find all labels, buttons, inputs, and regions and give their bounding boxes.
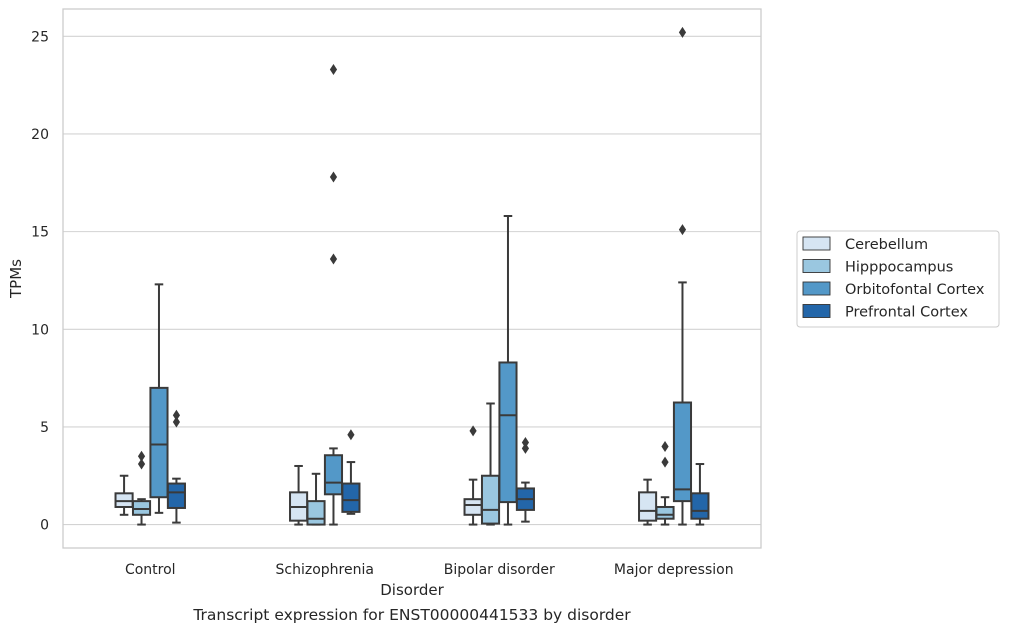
outlier-point [172, 416, 181, 428]
box-cerebellum [463, 425, 483, 526]
box-prefrontal-cortex [341, 429, 361, 515]
outlier-point [329, 253, 338, 265]
outlier-point [521, 442, 530, 454]
legend-swatch [802, 281, 831, 296]
box-cerebellum [638, 478, 658, 526]
x-tick-label: Bipolar disorder [444, 562, 555, 578]
legend-label: Orbitofontal Cortex [845, 282, 985, 298]
box-body [638, 491, 658, 522]
legend-swatch [802, 259, 831, 273]
box-orbitofontal-cortex [323, 64, 344, 526]
outlier-point [329, 64, 338, 76]
legend-swatch [802, 304, 831, 318]
box-body [480, 474, 501, 525]
box-cerebellum [289, 464, 309, 526]
box-body [166, 482, 186, 509]
box-prefrontal-cortex [690, 463, 710, 526]
legend-label: Hipppocampus [845, 260, 953, 276]
y-tick-label: 5 [40, 420, 49, 436]
outlier-point [521, 437, 530, 449]
outlier-point [661, 440, 669, 452]
outlier-point [678, 224, 687, 236]
outlier-point [678, 26, 687, 38]
box-prefrontal-cortex [166, 409, 186, 524]
box-hipppocampus [655, 440, 675, 526]
y-tick-label: 15 [31, 225, 49, 241]
box-hipppocampus [131, 450, 152, 526]
legend-frame [796, 230, 1000, 328]
box-body [463, 498, 483, 516]
outlier-point [137, 458, 146, 470]
box-groups [114, 26, 710, 526]
box-hipppocampus [306, 472, 326, 526]
box-body [672, 401, 693, 503]
x-axis-label: Disorder [380, 581, 444, 599]
y-axis-label: TPMs [7, 259, 25, 299]
x-tick-label: Major depression [614, 562, 734, 578]
y-tick-label: 10 [31, 322, 49, 338]
box-body [323, 454, 344, 496]
box-prefrontal-cortex [515, 437, 535, 523]
x-tick-labels: Control Schizophrenia Bipolar disorder Majo… [125, 562, 734, 578]
box-orbitofontal-cortex [498, 215, 518, 526]
figure-caption: Transcript expression for ENST0000044153… [193, 606, 631, 624]
outlier-point [172, 409, 181, 421]
box-body [655, 505, 675, 520]
legend-label: Cerebellum [845, 237, 928, 253]
x-tick-label: Control [125, 562, 176, 578]
box-hipppocampus [480, 402, 501, 526]
x-tick-label: Schizophrenia [276, 562, 374, 578]
box-orbitofontal-cortex [672, 26, 693, 526]
outlier-point [661, 456, 669, 468]
box-body [690, 492, 710, 520]
y-tick-label: 20 [31, 127, 49, 143]
legend-swatch [802, 236, 831, 251]
box-cerebellum [114, 474, 134, 516]
box-orbitofontal-cortex [149, 283, 169, 514]
plot-frame [62, 8, 762, 549]
outlier-point [137, 450, 146, 462]
y-tick-label: 0 [40, 518, 49, 534]
box-body [498, 361, 518, 504]
box-body [306, 500, 326, 526]
box-body [341, 482, 361, 513]
outlier-point [329, 171, 338, 183]
legend-label: Prefrontal Cortex [845, 305, 968, 321]
y-tick-label: 25 [31, 29, 49, 45]
outlier-point [469, 425, 477, 437]
legend: Cerebellum Hipppocampus Orbitofontal Corte… [796, 230, 1000, 328]
outlier-point [347, 429, 355, 441]
box-body [149, 386, 169, 499]
y-tick-labels: 0 5 10 15 20 25 [31, 29, 49, 533]
